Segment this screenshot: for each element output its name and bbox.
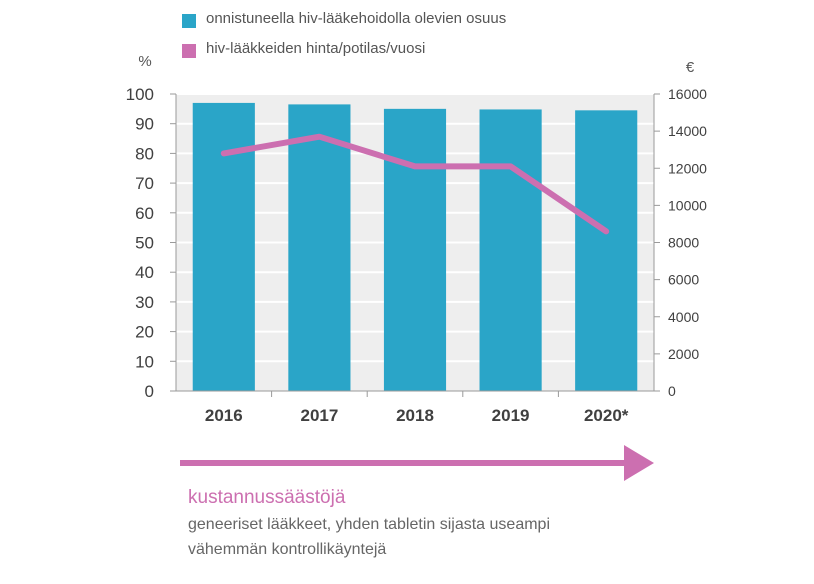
left-tick-label: 100 [126,85,154,104]
legend-item-bars: onnistuneella hiv-lääkehoidolla olevien … [182,10,507,28]
left-tick-label: 50 [135,234,154,253]
x-tick-label: 2016 [205,406,243,425]
legend-label-line: hiv-lääkkeiden hinta/potilas/vuosi [206,40,426,57]
left-tick-label: 40 [135,263,154,282]
left-tick-label: 70 [135,174,154,193]
caption-line-2: vähemmän kontrollikäyntejä [188,541,387,558]
legend-label-bars: onnistuneella hiv-lääkehoidolla olevien … [206,10,507,27]
right-tick-label: 2000 [668,346,699,362]
x-tick-label: 2019 [492,406,530,425]
bar [383,108,447,391]
caption-line-1: geneeriset lääkkeet, yhden tabletin sija… [188,516,550,533]
x-tick-label: 2018 [396,406,434,425]
x-tick-label: 2017 [300,406,338,425]
left-axis-unit: % [138,53,151,70]
left-tick-label: 20 [135,323,154,342]
right-tick-label: 10000 [668,197,707,213]
left-tick-label: 80 [135,144,154,163]
right-axis-unit: € [686,59,695,76]
x-tick-label: 2020* [584,406,629,425]
right-tick-label: 16000 [668,86,707,102]
left-tick-label: 90 [135,115,154,134]
series-line [220,133,610,235]
right-tick-label: 14000 [668,123,707,139]
right-tick-label: 0 [668,383,676,399]
legend-item-line: hiv-lääkkeiden hinta/potilas/vuosi [182,40,426,58]
left-tick-label: 10 [135,352,154,371]
right-tick-label: 4000 [668,309,699,325]
legend-swatch-bars [182,14,196,28]
bar [575,110,638,392]
caption-title: kustannussäästöjä [188,487,346,508]
bar [192,102,255,391]
right-tick-label: 12000 [668,160,707,176]
left-tick-label: 60 [135,204,154,223]
right-tick-label: 8000 [668,235,699,251]
legend-swatch-line [182,44,196,58]
bar [479,109,542,391]
left-tick-label: 30 [135,293,154,312]
left-tick-label: 0 [145,382,154,401]
right-tick-label: 6000 [668,272,699,288]
bar [288,104,351,392]
